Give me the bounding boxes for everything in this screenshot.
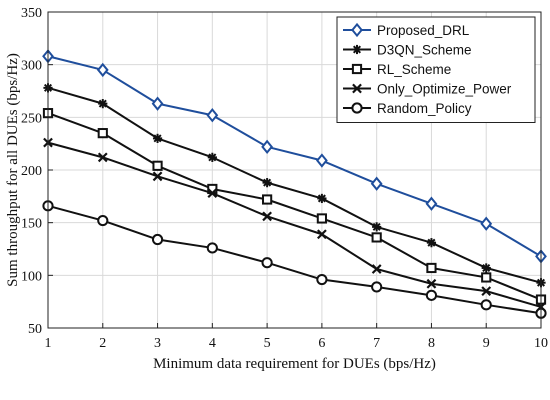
x-tick-label: 5 (264, 336, 271, 351)
data-point (152, 160, 163, 171)
x-tick-label: 2 (99, 336, 106, 351)
data-point (317, 229, 327, 240)
x-tick-labels: 1 2 3 4 5 6 7 8 9 10 (45, 336, 549, 351)
y-tick-label: 250 (21, 111, 42, 126)
series-line (47, 55, 542, 258)
legend-item: RL_Scheme (343, 62, 451, 77)
x-tick-label: 7 (373, 336, 380, 351)
data-point (207, 152, 217, 162)
legend-label: D3QN_Scheme (377, 43, 472, 58)
series-line (47, 204, 542, 315)
x-tick-label: 8 (428, 336, 435, 351)
data-point (261, 257, 273, 269)
data-point (151, 233, 164, 246)
data-point (262, 178, 272, 188)
data-point (315, 153, 328, 168)
data-point (480, 216, 493, 231)
data-point (97, 128, 108, 139)
series-only-optimize-power (43, 137, 546, 312)
data-point (262, 211, 272, 222)
data-point (351, 22, 363, 38)
data-point (352, 83, 362, 94)
data-point (481, 272, 492, 283)
y-tick-label: 300 (21, 59, 42, 74)
data-point (316, 213, 327, 224)
data-point (372, 222, 382, 232)
data-point (317, 193, 327, 204)
y-tick-label: 50 (28, 322, 42, 337)
data-point (351, 63, 363, 75)
data-point (425, 196, 438, 211)
data-point (371, 281, 383, 293)
data-point (98, 99, 108, 109)
data-point (370, 176, 383, 191)
data-point (151, 96, 164, 111)
data-point (426, 262, 437, 274)
data-point (352, 44, 362, 55)
series-rl-scheme (42, 108, 547, 305)
data-point (316, 273, 328, 286)
data-point (371, 232, 382, 243)
legend-label: Random_Policy (377, 101, 472, 116)
y-tick-label: 350 (21, 6, 42, 21)
x-tick-label: 4 (209, 336, 216, 351)
data-point (206, 108, 219, 123)
data-point (426, 278, 437, 289)
tick-marks (47, 11, 542, 329)
data-point (97, 214, 109, 227)
x-tick-label: 1 (45, 336, 52, 351)
legend-item: Proposed_DRL (343, 22, 470, 38)
legend-label: Proposed_DRL (377, 23, 470, 38)
data-point (480, 299, 492, 311)
legend-item: D3QN_Scheme (343, 43, 472, 58)
data-point (152, 171, 163, 182)
y-tick-label: 150 (21, 217, 42, 232)
legend: Proposed_DRL D3QN_Scheme RL_Scheme Only_Opt… (336, 16, 536, 123)
x-tick-label: 6 (318, 336, 325, 351)
y-tick-label: 200 (21, 164, 42, 179)
y-tick-label: 100 (21, 269, 42, 284)
data-point (262, 194, 273, 205)
y-axis-label: Sum throughput for all DUEs (bps/Hz) (5, 53, 21, 287)
series-line (47, 86, 542, 284)
data-point (206, 242, 218, 254)
x-tick-label: 3 (154, 336, 161, 351)
data-point (207, 188, 218, 199)
series-d3qn-scheme (43, 83, 546, 288)
legend-item: Only_Optimize_Power (343, 82, 512, 97)
legend-label: RL_Scheme (377, 62, 451, 77)
x-tick-label: 9 (483, 336, 490, 351)
x-axis-label: Minimum data requirement for DUEs (bps/H… (153, 356, 436, 372)
data-point (481, 263, 491, 273)
data-point (481, 286, 492, 297)
data-point (261, 139, 274, 155)
data-point (371, 264, 382, 274)
data-point (96, 62, 109, 78)
x-tick-label: 10 (534, 336, 548, 351)
data-point (152, 133, 163, 143)
data-point (351, 102, 363, 114)
series-line (47, 112, 542, 301)
y-tick-labels: 50 100 150 200 250 300 350 (21, 6, 42, 337)
series-line (47, 141, 542, 308)
legend-label: Only_Optimize_Power (377, 82, 512, 97)
data-point (97, 152, 108, 163)
series-proposed-drl (42, 49, 547, 264)
legend-item: Random_Policy (343, 101, 472, 116)
data-point (425, 289, 438, 301)
data-point (426, 238, 437, 248)
